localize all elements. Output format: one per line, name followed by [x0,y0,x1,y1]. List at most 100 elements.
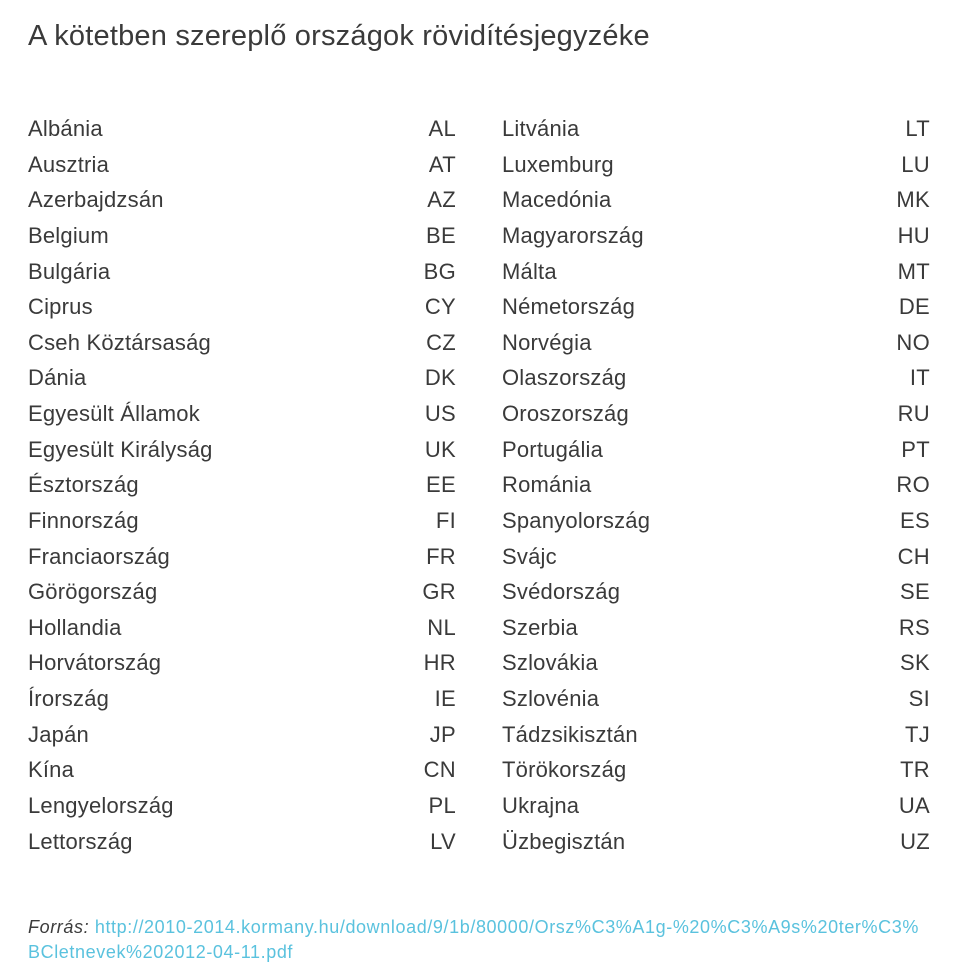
country-code: EE [426,467,456,503]
country-code: BG [424,254,456,290]
table-row: Szerbia RS [502,610,930,646]
country-code: UA [899,788,930,824]
country-code: TJ [905,717,930,753]
country-name: Dánia [28,360,86,396]
table-row: Tádzsikisztán TJ [502,717,930,753]
country-code: RU [898,396,930,432]
table-row: Svájc CH [502,539,930,575]
country-code: BE [426,218,456,254]
country-code: DK [425,360,456,396]
table-row: Egyesült ÁllamokUS [28,396,456,432]
country-name: Szerbia [502,610,578,646]
country-name: Észtország [28,467,139,503]
table-row: Észtország EE [28,467,456,503]
source-line: Forrás: http://2010-2014.kormany.hu/down… [28,915,930,965]
country-code: LT [905,111,930,147]
country-code: US [425,396,456,432]
country-name: Japán [28,717,89,753]
country-code: GR [422,574,456,610]
country-name: Románia [502,467,591,503]
country-name: Üzbegisztán [502,824,625,860]
table-row: NorvégiaNO [502,325,930,361]
country-name: Ausztria [28,147,109,183]
country-name: Szlovénia [502,681,599,717]
country-name: Oroszország [502,396,629,432]
country-name: Azerbajdzsán [28,182,164,218]
country-code: ES [900,503,930,539]
country-code: CY [425,289,456,325]
table-row: JapánJP [28,717,456,753]
country-name: Írország [28,681,109,717]
country-name: Litvánia [502,111,579,147]
country-name: Horvátország [28,645,161,681]
country-code: LV [430,824,456,860]
country-name: Olaszország [502,360,626,396]
country-code: IT [910,360,930,396]
table-row: Horvátország HR [28,645,456,681]
table-row: Cseh KöztársaságCZ [28,325,456,361]
country-code: CN [424,752,456,788]
table-row: Dánia DK [28,360,456,396]
country-name: Hollandia [28,610,122,646]
left-column: Albánia AL Ausztria AT Azerbajdzsán AZ Belgium… [28,111,456,859]
country-code: CH [898,539,930,575]
country-name: Törökország [502,752,626,788]
country-name: Cseh Köztársaság [28,325,211,361]
table-row: Olaszország IT [502,360,930,396]
country-name: Egyesült Királyság [28,432,213,468]
country-code: HR [424,645,456,681]
country-name: Franciaország [28,539,170,575]
table-row: Görögország GR [28,574,456,610]
country-name: Belgium [28,218,109,254]
country-name: Portugália [502,432,603,468]
source-url[interactable]: http://2010-2014.kormany.hu/download/9/1… [28,917,919,962]
country-code: SE [900,574,930,610]
country-name: Bulgária [28,254,110,290]
table-row: Franciaország FR [28,539,456,575]
country-code: AZ [427,182,456,218]
country-name: Görögország [28,574,157,610]
page-title: A kötetben szereplő országok rövidítésje… [28,20,930,53]
table-row: Finnország FI [28,503,456,539]
country-name: Tádzsikisztán [502,717,638,753]
table-row: HollandiaNL [28,610,456,646]
table-row: TörökországTR [502,752,930,788]
table-row: Ukrajna UA [502,788,930,824]
country-code: AT [429,147,456,183]
table-row: NémetországDE [502,289,930,325]
right-column: LitvániaLTLuxemburgLUMacedóniaMKMagyaror… [502,111,930,859]
country-name: Macedónia [502,182,611,218]
source-label: Forrás: [28,917,89,937]
table-row: PortugáliaPT [502,432,930,468]
country-name: Szlovákia [502,645,598,681]
country-code: DE [899,289,930,325]
country-name: Spanyolország [502,503,650,539]
country-name: Svédország [502,574,620,610]
country-name: Albánia [28,111,103,147]
country-code: AL [428,111,456,147]
table-row: Üzbegisztán UZ [502,824,930,860]
table-row: SzlovákiaSK [502,645,930,681]
country-name: Svájc [502,539,557,575]
country-name: Ciprus [28,289,93,325]
table-row: Ciprus CY [28,289,456,325]
table-row: Litvánia LT [502,111,930,147]
country-code: UZ [900,824,930,860]
table-row: Azerbajdzsán AZ [28,182,456,218]
table-row: SzlovéniaSI [502,681,930,717]
table-row: MáltaMT [502,254,930,290]
country-name: Finnország [28,503,139,539]
country-name: Lettország [28,824,133,860]
country-name: Luxemburg [502,147,614,183]
country-name: Ukrajna [502,788,579,824]
country-code: HU [898,218,930,254]
table-row: RomániaRO [502,467,930,503]
country-code: FR [426,539,456,575]
country-code: PL [428,788,456,824]
country-name: Lengyelország [28,788,174,824]
country-code: FI [436,503,456,539]
country-code: RS [899,610,930,646]
table-row: MacedóniaMK [502,182,930,218]
table-row: LuxemburgLU [502,147,930,183]
country-code: IE [435,681,456,717]
